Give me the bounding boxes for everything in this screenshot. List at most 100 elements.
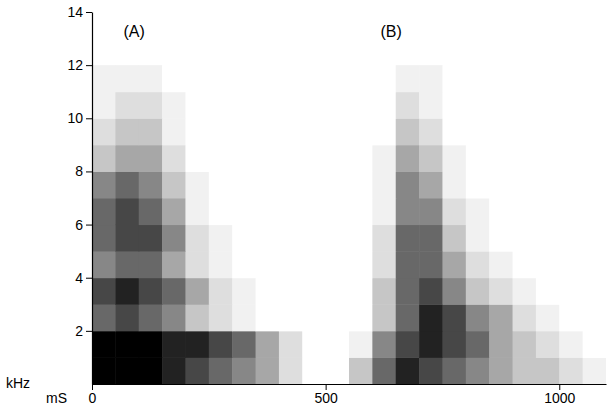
- cell: [302, 251, 326, 278]
- cell: [372, 304, 396, 331]
- cell: [209, 357, 233, 384]
- cell: [326, 278, 350, 305]
- tick-label: 2: [75, 323, 83, 339]
- cell: [583, 65, 606, 92]
- cell: [536, 171, 560, 198]
- tick-label: 4: [75, 270, 83, 286]
- tick: 2: [75, 323, 92, 339]
- cell: [513, 278, 537, 305]
- cell: [513, 198, 537, 225]
- cell: [162, 225, 186, 252]
- cell: [419, 118, 443, 145]
- cell: [326, 92, 350, 119]
- cell: [185, 118, 209, 145]
- cell: [256, 331, 280, 358]
- cell: [256, 118, 280, 145]
- cell: [372, 225, 396, 252]
- cell: [115, 278, 139, 305]
- cell: [232, 65, 256, 92]
- cell: [302, 225, 326, 252]
- cell: [466, 145, 490, 172]
- y-axis-title: kHz: [6, 375, 30, 391]
- cell: [536, 118, 560, 145]
- cell: [92, 92, 116, 119]
- tick-label: 500: [314, 390, 338, 406]
- cell: [349, 65, 373, 92]
- cell: [232, 357, 256, 384]
- x-axis-line: [93, 384, 607, 385]
- cell: [326, 331, 350, 358]
- cell: [442, 198, 466, 225]
- tick-mark: [86, 65, 92, 66]
- cell: [419, 278, 443, 305]
- cell: [92, 278, 116, 305]
- cell: [559, 118, 583, 145]
- cell: [162, 331, 186, 358]
- cell: [372, 278, 396, 305]
- cell: [396, 331, 420, 358]
- tick-label: 12: [67, 57, 83, 73]
- cell: [536, 278, 560, 305]
- cell: [115, 225, 139, 252]
- cell: [185, 92, 209, 119]
- cell: [513, 331, 537, 358]
- cell: [513, 145, 537, 172]
- tick: 0: [89, 384, 97, 406]
- cell: [559, 278, 583, 305]
- cell: [419, 145, 443, 172]
- cell: [92, 65, 116, 92]
- cell: [559, 251, 583, 278]
- cell: [256, 92, 280, 119]
- cell: [302, 171, 326, 198]
- tick: 10: [67, 110, 92, 126]
- cell: [302, 65, 326, 92]
- cell: [209, 304, 233, 331]
- cell: [536, 331, 560, 358]
- cell: [139, 304, 163, 331]
- cell: [162, 118, 186, 145]
- cell: [349, 251, 373, 278]
- cell: [326, 225, 350, 252]
- cell: [396, 171, 420, 198]
- cell: [419, 304, 443, 331]
- cell: [559, 357, 583, 384]
- cell: [442, 357, 466, 384]
- cell: [139, 171, 163, 198]
- cell: [279, 118, 303, 145]
- cell: [139, 92, 163, 119]
- cell: [232, 92, 256, 119]
- cell: [302, 198, 326, 225]
- cell: [372, 171, 396, 198]
- cell: [442, 145, 466, 172]
- cell: [279, 251, 303, 278]
- cell: [115, 331, 139, 358]
- cell: [302, 304, 326, 331]
- cell: [466, 171, 490, 198]
- cell: [536, 92, 560, 119]
- cell: [185, 171, 209, 198]
- cell: [232, 304, 256, 331]
- cell: [279, 357, 303, 384]
- cell: [583, 357, 606, 384]
- tick-mark: [86, 278, 92, 279]
- cells: [92, 65, 606, 384]
- cell: [466, 198, 490, 225]
- cell: [326, 304, 350, 331]
- tick-mark: [86, 225, 92, 226]
- cell: [442, 171, 466, 198]
- cell: [583, 251, 606, 278]
- cell: [559, 65, 583, 92]
- annotation: (A): [123, 23, 144, 40]
- cell: [232, 171, 256, 198]
- cell: [466, 304, 490, 331]
- cell: [559, 198, 583, 225]
- tick-label: 0: [89, 390, 97, 406]
- tick: 1000: [544, 384, 575, 406]
- cell: [489, 225, 513, 252]
- cell: [466, 251, 490, 278]
- cell: [256, 357, 280, 384]
- tick: 500: [314, 384, 338, 406]
- cell: [396, 278, 420, 305]
- cell: [372, 118, 396, 145]
- cell: [162, 65, 186, 92]
